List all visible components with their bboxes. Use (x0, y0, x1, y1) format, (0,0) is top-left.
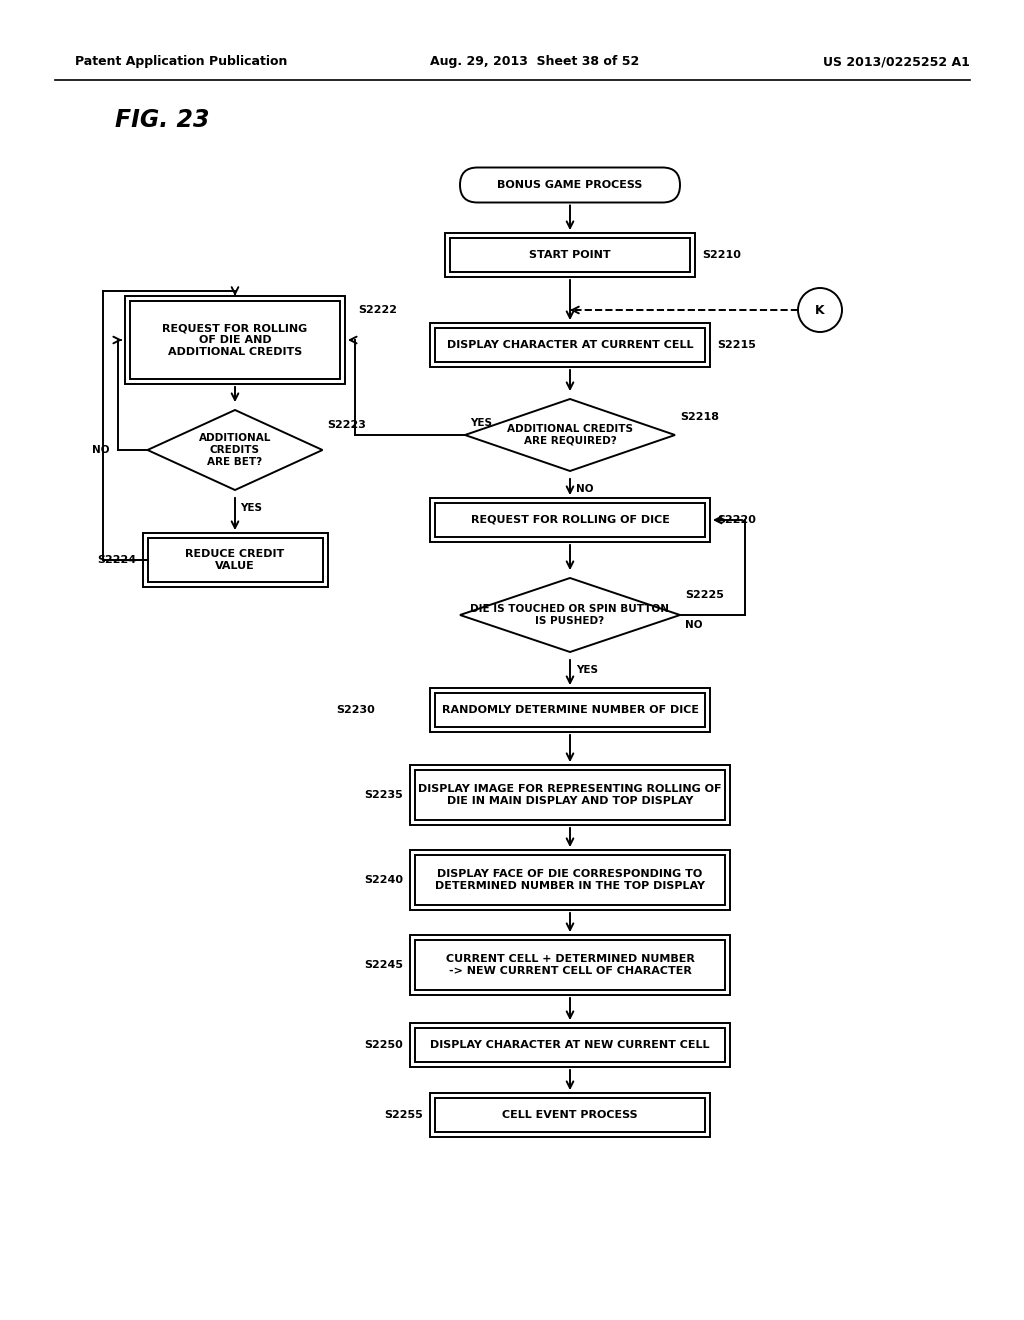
Text: YES: YES (575, 665, 598, 675)
Text: DISPLAY CHARACTER AT NEW CURRENT CELL: DISPLAY CHARACTER AT NEW CURRENT CELL (430, 1040, 710, 1049)
Text: CURRENT CELL + DETERMINED NUMBER
-> NEW CURRENT CELL OF CHARACTER: CURRENT CELL + DETERMINED NUMBER -> NEW … (445, 954, 694, 975)
FancyBboxPatch shape (460, 168, 680, 202)
FancyBboxPatch shape (430, 1093, 710, 1137)
FancyBboxPatch shape (435, 503, 705, 537)
Text: S2223: S2223 (328, 420, 367, 430)
Text: NO: NO (575, 484, 594, 494)
Text: S2222: S2222 (358, 305, 397, 315)
Text: FIG. 23: FIG. 23 (115, 108, 210, 132)
FancyBboxPatch shape (130, 301, 340, 379)
FancyBboxPatch shape (415, 940, 725, 990)
FancyBboxPatch shape (430, 498, 710, 543)
FancyBboxPatch shape (125, 296, 345, 384)
Text: CELL EVENT PROCESS: CELL EVENT PROCESS (502, 1110, 638, 1119)
Text: S2255: S2255 (384, 1110, 423, 1119)
Text: S2230: S2230 (336, 705, 375, 715)
FancyBboxPatch shape (430, 323, 710, 367)
Text: NO: NO (685, 620, 702, 630)
Text: ADDITIONAL CREDITS
ARE REQUIRED?: ADDITIONAL CREDITS ARE REQUIRED? (507, 424, 633, 446)
FancyBboxPatch shape (410, 935, 730, 995)
Text: S2240: S2240 (364, 875, 403, 884)
Text: NO: NO (92, 445, 110, 455)
Text: YES: YES (240, 503, 262, 513)
Text: BONUS GAME PROCESS: BONUS GAME PROCESS (498, 180, 643, 190)
FancyBboxPatch shape (435, 693, 705, 727)
FancyBboxPatch shape (415, 770, 725, 820)
Text: REQUEST FOR ROLLING OF DICE: REQUEST FOR ROLLING OF DICE (471, 515, 670, 525)
Polygon shape (147, 411, 323, 490)
FancyBboxPatch shape (435, 1098, 705, 1133)
FancyBboxPatch shape (410, 850, 730, 909)
FancyBboxPatch shape (415, 855, 725, 906)
Text: S2224: S2224 (97, 554, 136, 565)
Circle shape (798, 288, 842, 333)
Text: S2235: S2235 (365, 789, 403, 800)
Text: Aug. 29, 2013  Sheet 38 of 52: Aug. 29, 2013 Sheet 38 of 52 (430, 55, 639, 69)
Text: Patent Application Publication: Patent Application Publication (75, 55, 288, 69)
Text: RANDOMLY DETERMINE NUMBER OF DICE: RANDOMLY DETERMINE NUMBER OF DICE (441, 705, 698, 715)
Text: ADDITIONAL
CREDITS
ARE BET?: ADDITIONAL CREDITS ARE BET? (199, 433, 271, 466)
FancyBboxPatch shape (142, 533, 328, 587)
Text: US 2013/0225252 A1: US 2013/0225252 A1 (823, 55, 970, 69)
Text: DISPLAY IMAGE FOR REPRESENTING ROLLING OF
DIE IN MAIN DISPLAY AND TOP DISPLAY: DISPLAY IMAGE FOR REPRESENTING ROLLING O… (418, 784, 722, 805)
Text: START POINT: START POINT (529, 249, 610, 260)
Text: DISPLAY CHARACTER AT CURRENT CELL: DISPLAY CHARACTER AT CURRENT CELL (446, 341, 693, 350)
Text: S2215: S2215 (717, 341, 756, 350)
Text: S2210: S2210 (702, 249, 741, 260)
Text: S2225: S2225 (685, 590, 724, 601)
FancyBboxPatch shape (415, 1028, 725, 1063)
Text: S2220: S2220 (717, 515, 756, 525)
FancyBboxPatch shape (410, 766, 730, 825)
Text: DIE IS TOUCHED OR SPIN BUTTON
IS PUSHED?: DIE IS TOUCHED OR SPIN BUTTON IS PUSHED? (470, 605, 670, 626)
Polygon shape (465, 399, 675, 471)
Text: DISPLAY FACE OF DIE CORRESPONDING TO
DETERMINED NUMBER IN THE TOP DISPLAY: DISPLAY FACE OF DIE CORRESPONDING TO DET… (435, 869, 705, 891)
Text: S2218: S2218 (680, 412, 719, 422)
FancyBboxPatch shape (430, 688, 710, 733)
Text: S2250: S2250 (365, 1040, 403, 1049)
Text: REQUEST FOR ROLLING
OF DIE AND
ADDITIONAL CREDITS: REQUEST FOR ROLLING OF DIE AND ADDITIONA… (163, 323, 307, 356)
Polygon shape (460, 578, 680, 652)
FancyBboxPatch shape (410, 1023, 730, 1067)
Text: REDUCE CREDIT
VALUE: REDUCE CREDIT VALUE (185, 549, 285, 570)
FancyBboxPatch shape (147, 539, 323, 582)
Text: YES: YES (470, 418, 492, 428)
FancyBboxPatch shape (445, 234, 695, 277)
Text: K: K (815, 304, 824, 317)
Text: S2245: S2245 (364, 960, 403, 970)
FancyBboxPatch shape (435, 327, 705, 362)
FancyBboxPatch shape (450, 238, 690, 272)
